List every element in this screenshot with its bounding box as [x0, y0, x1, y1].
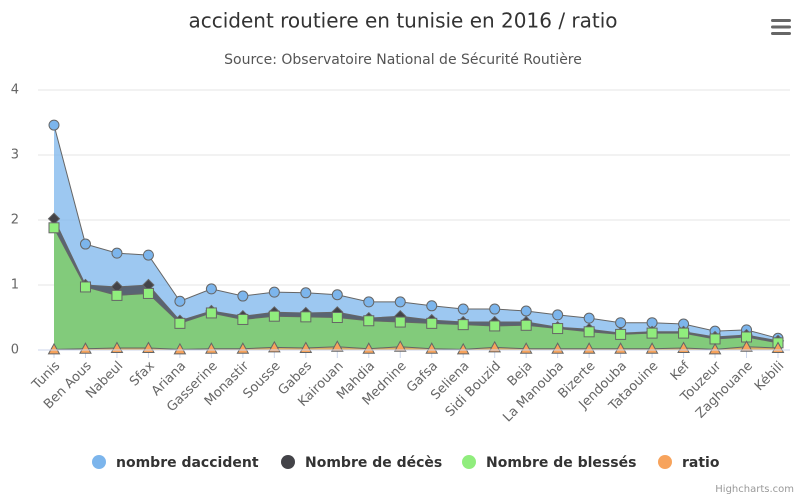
- marker: [111, 247, 123, 259]
- marker: [488, 340, 502, 353]
- legend-symbol: [281, 455, 295, 469]
- legend-label[interactable]: ratio: [682, 455, 720, 471]
- marker: [615, 317, 627, 329]
- marker: [205, 307, 217, 319]
- y-tick-label: 0: [11, 343, 19, 358]
- marker: [520, 319, 532, 331]
- marker: [489, 303, 501, 315]
- marker: [678, 327, 690, 339]
- y-tick-label: 4: [11, 83, 19, 98]
- marker: [237, 313, 249, 325]
- marker: [646, 327, 658, 339]
- marker: [363, 315, 375, 327]
- marker: [331, 289, 343, 301]
- area: [54, 227, 778, 350]
- marker: [709, 333, 721, 345]
- menu-bar: [771, 32, 791, 35]
- marker: [174, 317, 186, 329]
- marker: [174, 295, 186, 307]
- legend-label[interactable]: nombre daccident: [116, 455, 259, 471]
- marker: [205, 283, 217, 295]
- series-line: [53, 346, 779, 350]
- marker: [79, 342, 92, 354]
- legend-label[interactable]: Nombre de blessés: [486, 455, 636, 471]
- marker: [489, 320, 501, 332]
- marker: [456, 342, 470, 355]
- marker: [426, 300, 438, 312]
- marker: [79, 238, 91, 250]
- marker: [394, 296, 406, 308]
- menu-button[interactable]: [769, 16, 793, 38]
- marker: [142, 287, 154, 299]
- marker: [142, 249, 154, 261]
- marker: [268, 340, 281, 353]
- marker: [582, 342, 596, 354]
- marker: [552, 309, 564, 321]
- marker: [47, 342, 61, 355]
- marker: [426, 317, 438, 329]
- legend-label[interactable]: Nombre de décès: [305, 455, 442, 471]
- marker: [708, 342, 722, 355]
- marker: [614, 342, 627, 354]
- marker: [615, 328, 627, 340]
- marker: [393, 340, 407, 352]
- chart-subtitle: Source: Observatoire National de Sécurit…: [224, 52, 582, 68]
- y-tick-label: 2: [11, 213, 19, 228]
- marker: [205, 342, 218, 354]
- marker: [394, 316, 406, 328]
- marker: [363, 296, 375, 308]
- marker: [457, 319, 469, 331]
- credits[interactable]: Highcharts.com: [715, 484, 794, 495]
- marker: [48, 119, 60, 131]
- marker: [236, 342, 250, 354]
- marker: [740, 340, 753, 352]
- x-tick-label: Kef: [668, 358, 693, 383]
- legend-symbol: [658, 455, 672, 469]
- marker: [551, 342, 564, 354]
- marker: [79, 281, 91, 293]
- marker: [300, 287, 312, 299]
- marker: [330, 340, 344, 352]
- y-tick-label: 1: [11, 278, 19, 293]
- legend-symbol: [92, 455, 106, 469]
- legend-item[interactable]: nombre daccident: [92, 455, 259, 471]
- menu-bar: [771, 25, 791, 29]
- marker: [331, 312, 343, 323]
- legend-symbol: [462, 455, 476, 469]
- marker: [362, 342, 376, 354]
- y-tick-label: 3: [11, 148, 19, 163]
- x-tick-label: Kébili: [752, 359, 787, 394]
- legend-item[interactable]: ratio: [658, 455, 720, 471]
- marker: [237, 290, 249, 302]
- marker: [552, 323, 564, 335]
- legend-item[interactable]: Nombre de décès: [281, 455, 442, 471]
- marker: [48, 222, 60, 234]
- series: [48, 222, 784, 350]
- marker: [520, 305, 532, 317]
- marker: [583, 312, 595, 324]
- chart-title: accident routiere en tunisie en 2016 / r…: [188, 9, 617, 33]
- marker: [268, 286, 280, 298]
- marker: [519, 342, 533, 354]
- marker: [425, 342, 439, 354]
- area: [54, 218, 778, 350]
- marker: [645, 342, 659, 354]
- marker: [268, 310, 280, 322]
- marker: [300, 311, 312, 323]
- legend-item[interactable]: Nombre de blessés: [462, 455, 636, 471]
- marker: [583, 326, 595, 338]
- menu-bar: [771, 19, 791, 22]
- marker: [173, 342, 187, 355]
- marker: [111, 289, 123, 301]
- marker: [457, 303, 469, 315]
